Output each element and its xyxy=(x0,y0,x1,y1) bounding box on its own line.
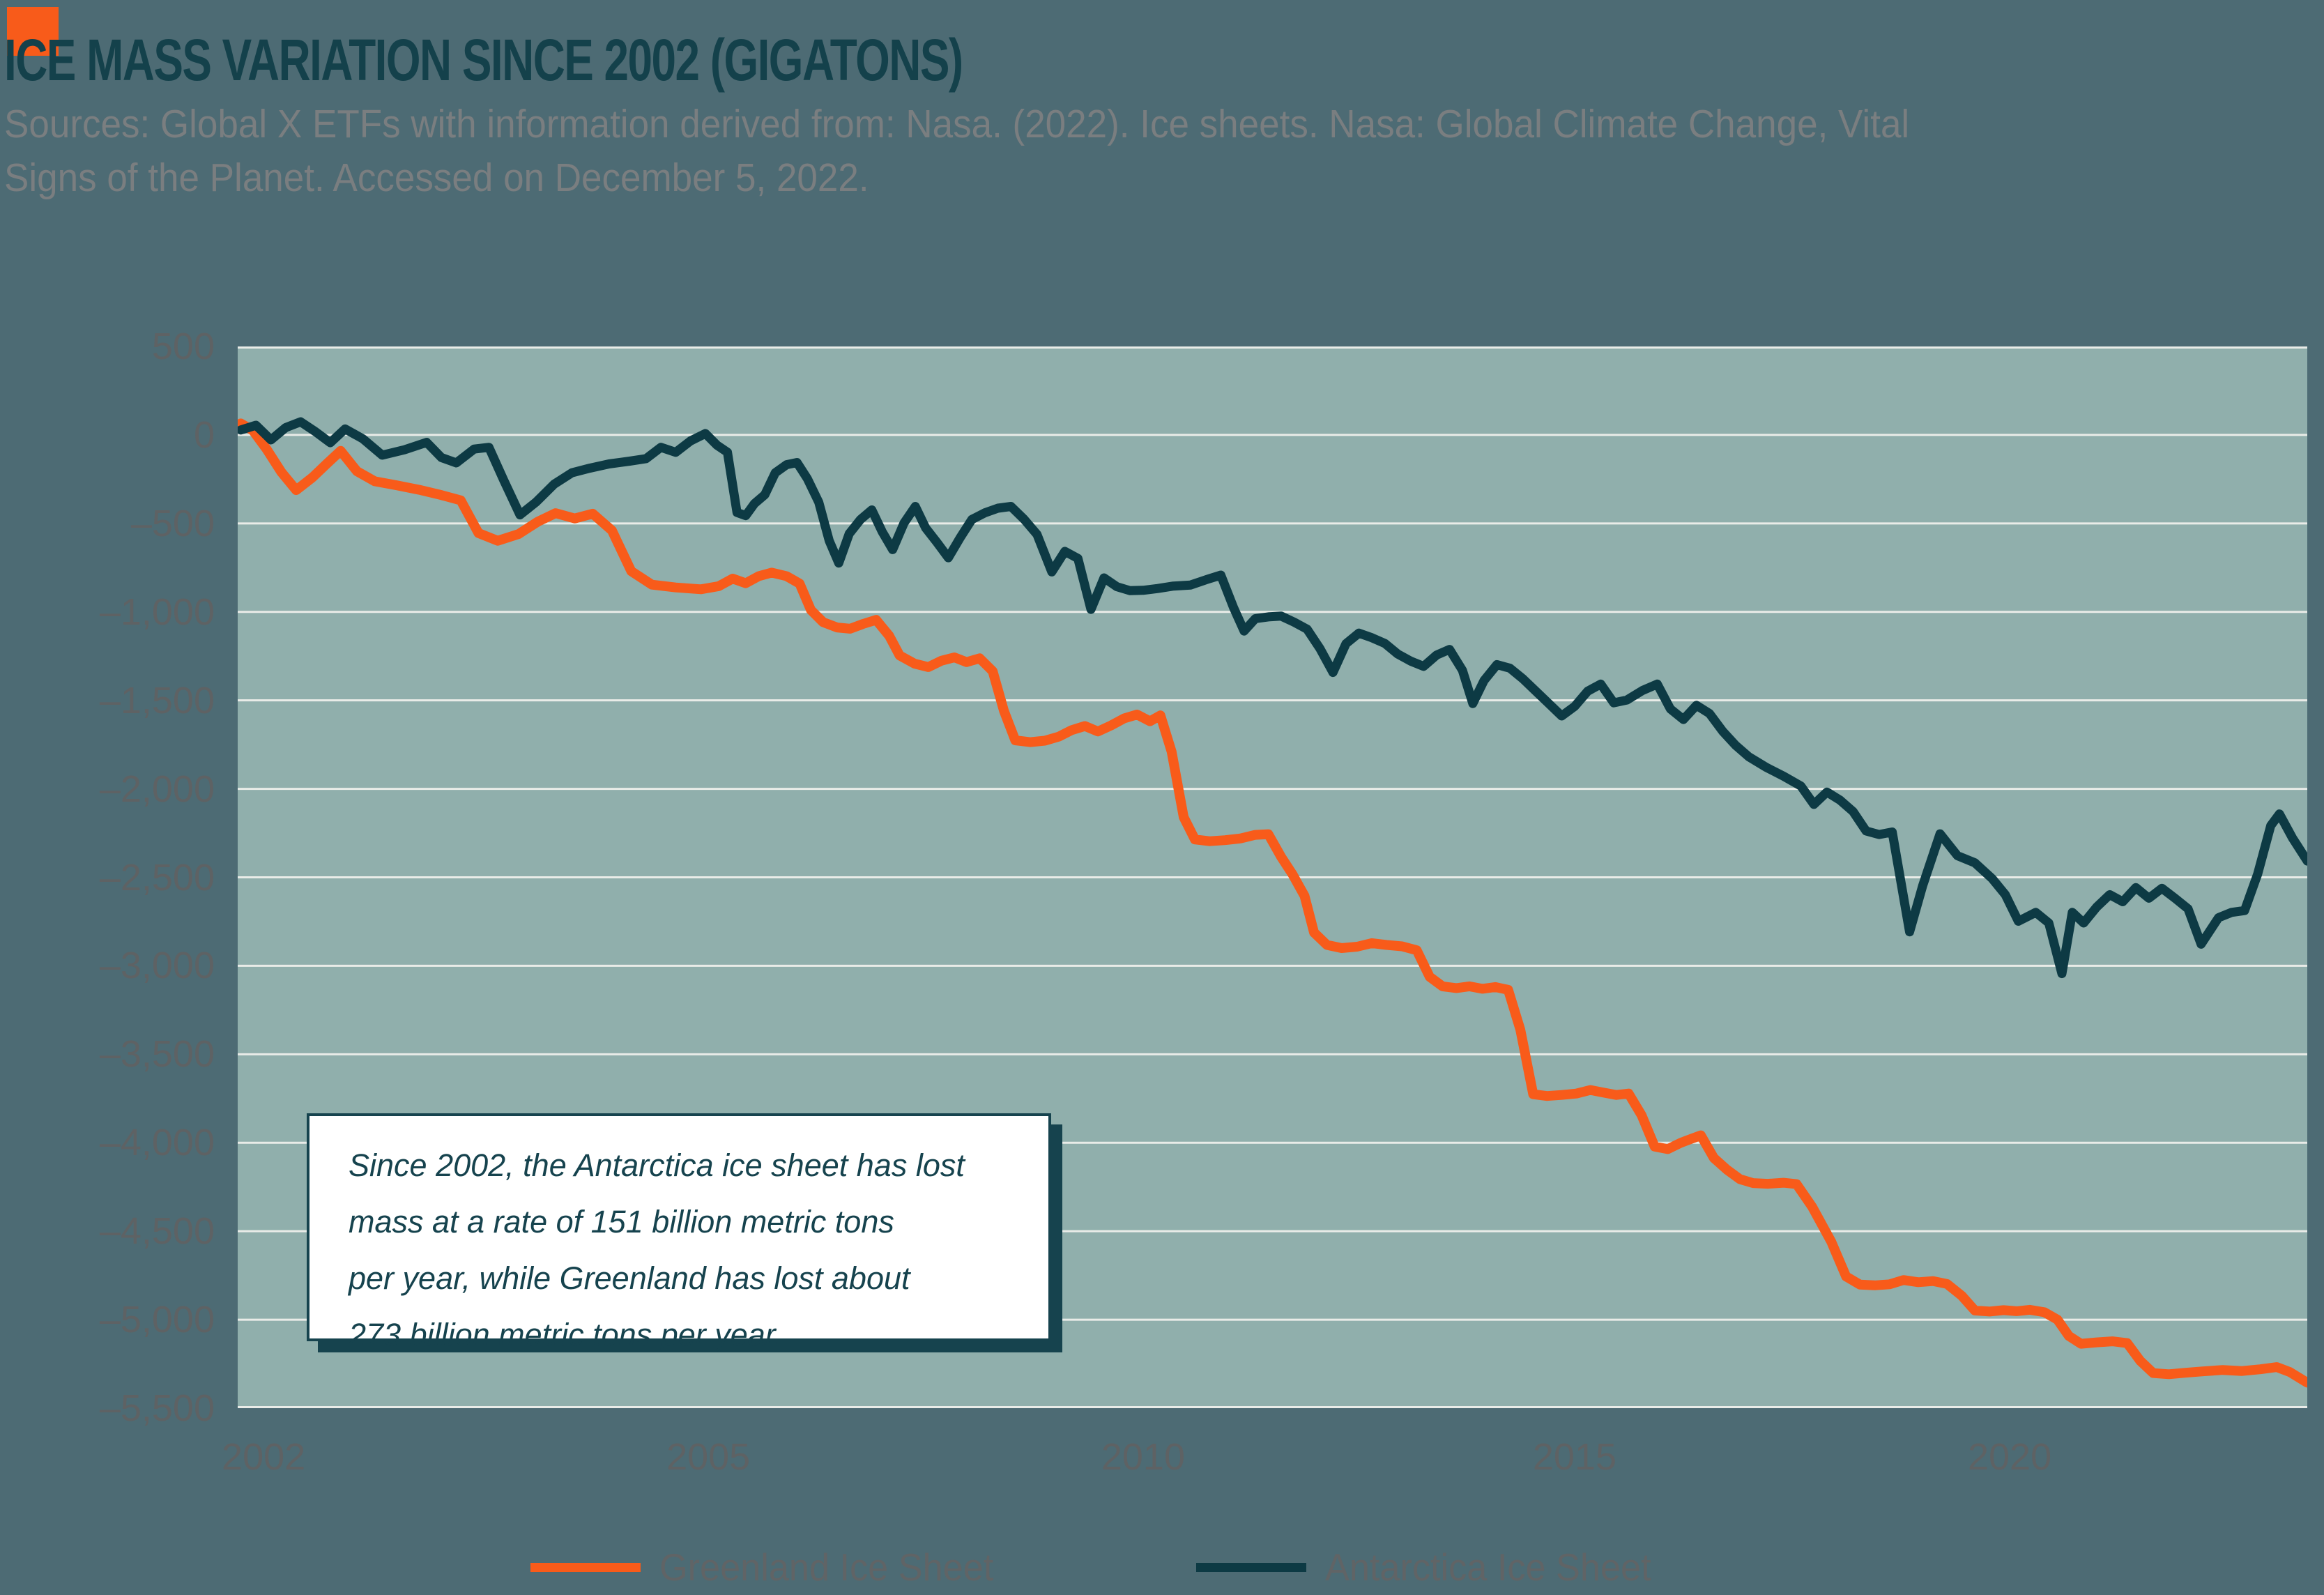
legend-label-greenland: Greenland Ice Sheet xyxy=(659,1546,994,1589)
source-text: Sources: Global X ETFs with information … xyxy=(4,98,1909,205)
x-axis-tick-label: 2010 xyxy=(1101,1436,1185,1478)
y-axis-tick-label: –500 xyxy=(130,502,215,544)
data-line-greenland xyxy=(238,418,2307,1388)
y-axis-tick-label: –3,500 xyxy=(99,1033,215,1076)
y-axis-tick-label: –4,500 xyxy=(99,1210,215,1253)
annotation-line-3: per year, while Greenland has lost about xyxy=(349,1260,910,1296)
data-line-antarctica xyxy=(238,417,2307,979)
x-axis-tick-label: 2002 xyxy=(222,1436,306,1478)
annotation-line-1: Since 2002, the Antarctica ice sheet has… xyxy=(349,1147,965,1183)
source-line-2: Signs of the Planet. Accessed on Decembe… xyxy=(4,155,869,200)
y-axis-tick-label: –1,500 xyxy=(99,679,215,722)
annotation-line-2: mass at a rate of 151 billion metric ton… xyxy=(349,1204,894,1239)
accent-square xyxy=(7,7,59,56)
y-axis-tick-label: –2,500 xyxy=(99,856,215,899)
source-line-1: Sources: Global X ETFs with information … xyxy=(4,102,1910,146)
legend-swatch-greenland xyxy=(530,1563,641,1572)
y-axis-tick-label: –1,000 xyxy=(99,590,215,633)
line-chart-svg xyxy=(238,346,2307,1408)
y-axis-tick-label: 0 xyxy=(193,413,215,456)
legend-label-antarctica: Antarctica Ice Sheet xyxy=(1325,1546,1651,1589)
legend-swatch-antarctica xyxy=(1196,1563,1306,1572)
x-axis-tick-label: 2015 xyxy=(1532,1436,1617,1478)
annotation-callout: Since 2002, the Antarctica ice sheet has… xyxy=(307,1113,1051,1352)
y-axis-tick-label: 500 xyxy=(151,326,215,367)
annotation-line-4: 273 billion metric tons per year. xyxy=(349,1317,783,1352)
x-axis-tick-label: 2020 xyxy=(1967,1436,2052,1478)
page-title: ICE MASS VARIATION SINCE 2002 (GIGATONS) xyxy=(4,27,963,93)
y-axis-tick-label: –2,000 xyxy=(99,768,215,810)
y-axis-tick-label: –3,000 xyxy=(99,945,215,987)
x-axis-tick-label: 2005 xyxy=(666,1436,751,1478)
y-axis-tick-label: –5,500 xyxy=(99,1387,215,1429)
y-axis-tick-label: –5,000 xyxy=(99,1299,215,1341)
y-axis-tick-label: –4,000 xyxy=(99,1122,215,1164)
